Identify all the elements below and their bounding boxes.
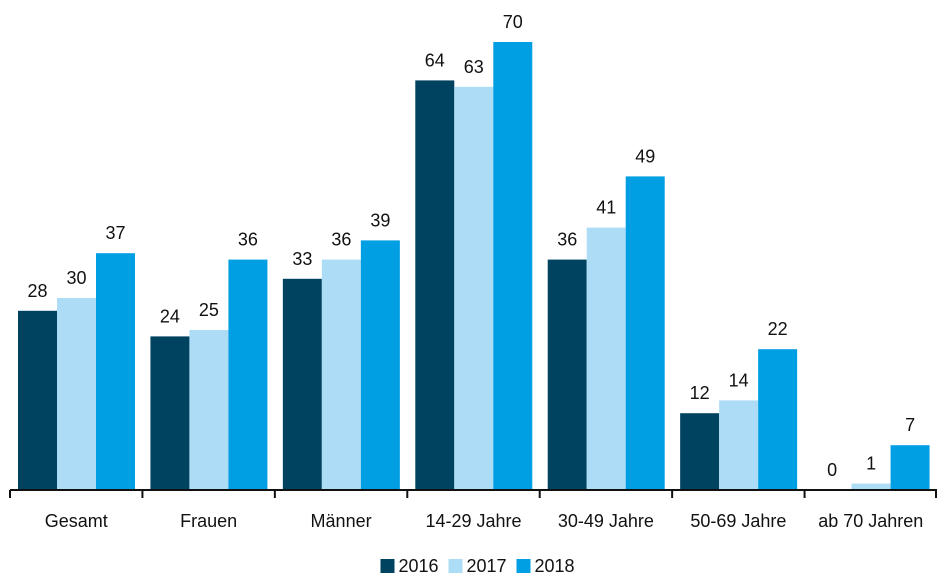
bar-2017-2 xyxy=(321,259,361,490)
bar-2017-5 xyxy=(719,400,759,490)
legend-swatch-2017 xyxy=(448,559,463,573)
value-label-2018-1: 36 xyxy=(238,230,258,250)
bar-2017-3 xyxy=(454,86,494,491)
bar-2017-1 xyxy=(189,330,229,490)
bar-2018-4 xyxy=(625,176,665,490)
value-label-2017-4: 41 xyxy=(596,198,616,218)
bar-2016-0 xyxy=(18,310,57,490)
bar-2018-2 xyxy=(360,240,400,490)
value-labels-layer: 28 30 37 24 25 36 33 36 39 64 63 70 36 41 49 12 14 22 0 1 7 xyxy=(27,12,915,480)
legend-item-2016: 2016 xyxy=(380,556,439,576)
legend-swatch-2018 xyxy=(516,559,531,573)
value-label-2018-4: 49 xyxy=(635,146,655,166)
value-label-2018-2: 39 xyxy=(370,210,390,230)
value-label-2018-0: 37 xyxy=(105,223,125,243)
x-tick-label-3: 14-29 Jahre xyxy=(425,511,521,531)
bar-2018-1 xyxy=(228,259,268,490)
bar-2016-3 xyxy=(415,80,455,491)
bar-2018-3 xyxy=(493,42,533,490)
bar-2016-5 xyxy=(680,413,720,490)
x-axis xyxy=(9,489,937,498)
bar-2018-0 xyxy=(96,253,135,490)
x-tick-label-5: 50-69 Jahre xyxy=(690,511,786,531)
value-label-2016-3: 64 xyxy=(425,50,445,70)
x-tick-labels: Gesamt Frauen Männer 14-29 Jahre 30-49 Jahre… xyxy=(45,511,924,531)
value-label-2016-0: 28 xyxy=(27,281,47,301)
bar-2016-2 xyxy=(282,278,322,490)
x-tick-label-1: Frauen xyxy=(180,511,237,531)
value-label-2016-4: 36 xyxy=(557,230,577,250)
value-label-2016-6: 0 xyxy=(827,460,837,480)
legend-label-2016: 2016 xyxy=(399,556,439,576)
value-label-2017-2: 36 xyxy=(331,230,351,250)
bar-2017-6 xyxy=(851,483,891,490)
value-label-2017-1: 25 xyxy=(199,300,219,320)
value-label-2018-6: 7 xyxy=(905,415,915,435)
legend-swatch-2016 xyxy=(380,559,395,573)
bar-2018-5 xyxy=(758,349,798,490)
value-label-2018-3: 70 xyxy=(503,12,523,32)
legend-label-2017: 2017 xyxy=(467,556,507,576)
bars-layer xyxy=(18,42,930,491)
x-tick-label-0: Gesamt xyxy=(45,511,108,531)
bar-2016-1 xyxy=(150,336,190,490)
value-label-2017-0: 30 xyxy=(66,268,86,288)
value-label-2017-6: 1 xyxy=(866,454,876,474)
x-tick-label-4: 30-49 Jahre xyxy=(558,511,654,531)
value-label-2017-3: 63 xyxy=(464,57,484,77)
value-label-2017-5: 14 xyxy=(729,370,749,390)
bar-2016-4 xyxy=(547,259,587,490)
x-tick-label-2: Männer xyxy=(311,511,372,531)
bar-2017-4 xyxy=(586,227,626,490)
legend-item-2017: 2017 xyxy=(448,556,507,576)
legend: 2016 2017 2018 xyxy=(380,556,575,576)
bar-2018-6 xyxy=(890,445,930,490)
x-tick-label-6: ab 70 Jahren xyxy=(818,511,923,531)
value-label-2016-2: 33 xyxy=(292,249,312,269)
value-label-2016-1: 24 xyxy=(160,306,180,326)
legend-item-2018: 2018 xyxy=(516,556,575,576)
legend-label-2018: 2018 xyxy=(535,556,575,576)
value-label-2018-5: 22 xyxy=(768,319,788,339)
bar-2017-0 xyxy=(57,298,96,490)
value-label-2016-5: 12 xyxy=(690,383,710,403)
